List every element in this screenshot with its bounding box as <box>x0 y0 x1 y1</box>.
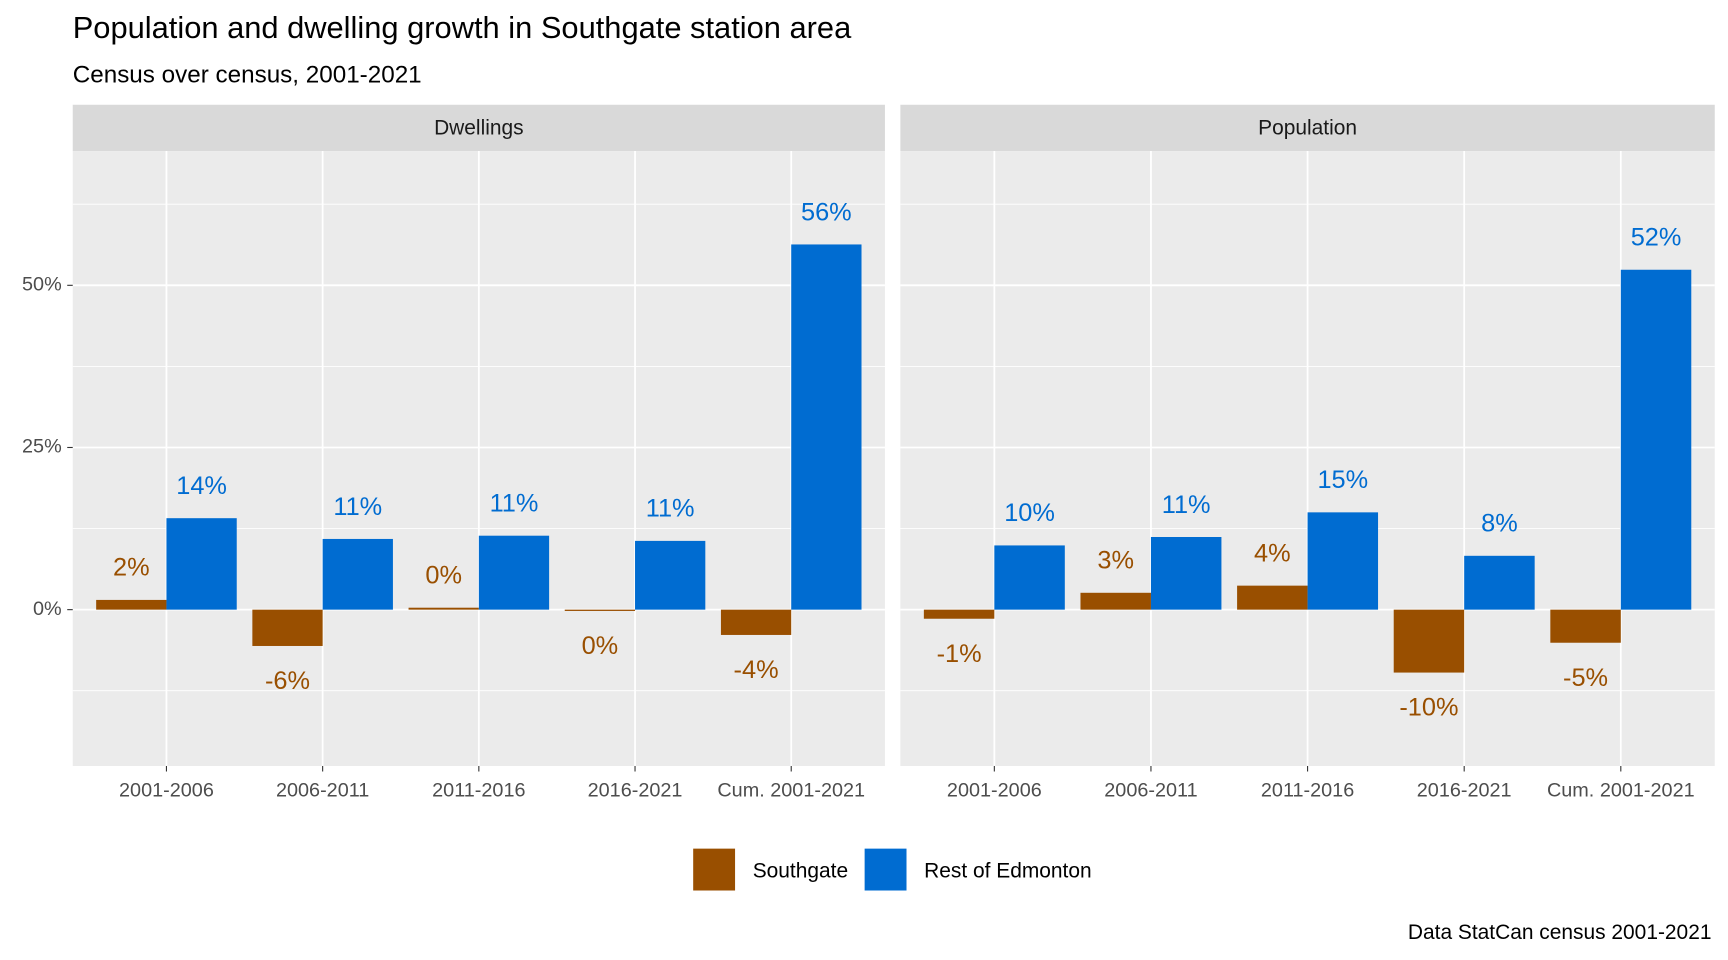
bar <box>1150 536 1222 610</box>
bar <box>1080 592 1151 610</box>
data-label: 14% <box>176 472 227 500</box>
data-label: 10% <box>1004 499 1055 527</box>
data-label: -4% <box>734 656 779 684</box>
bar <box>1464 555 1535 610</box>
data-label: -10% <box>1399 694 1458 722</box>
x-tick-label: 2006-2011 <box>276 780 369 802</box>
data-label: -5% <box>1563 664 1608 692</box>
data-label: 11% <box>490 490 539 518</box>
data-label: 52% <box>1631 224 1682 252</box>
bar <box>1620 269 1692 610</box>
chart-title: Population and dwelling growth in Southg… <box>73 10 852 45</box>
x-tick-label: 2016-2021 <box>1417 780 1512 802</box>
bar <box>635 540 706 610</box>
bar <box>408 607 479 610</box>
bar <box>166 518 237 610</box>
bar <box>720 609 792 635</box>
data-label: 2% <box>113 554 150 582</box>
bar <box>1550 609 1621 643</box>
bar <box>96 599 167 610</box>
data-label: 11% <box>1162 491 1211 519</box>
x-tick-label: 2011-2016 <box>432 780 525 802</box>
x-tick-label: 2016-2021 <box>588 780 683 802</box>
data-label: 3% <box>1097 547 1134 575</box>
data-label: 56% <box>801 198 852 226</box>
strip <box>900 104 1715 152</box>
caption: Data StatCan census 2001-2021 <box>1408 921 1712 944</box>
bar <box>252 609 323 646</box>
bar <box>1393 609 1465 673</box>
y-tick-label: 0% <box>33 598 62 620</box>
y-tick-label: 25% <box>22 436 62 458</box>
bar <box>1307 512 1379 610</box>
data-label: 11% <box>333 493 382 521</box>
facet-label: Population <box>1258 117 1357 140</box>
data-label: -6% <box>265 667 310 695</box>
legend-label: Southgate <box>753 859 848 882</box>
x-tick-label: 2006-2011 <box>1104 780 1197 802</box>
legend-label: Rest of Edmonton <box>924 859 1091 882</box>
data-label: -1% <box>937 640 982 668</box>
bar <box>478 535 550 610</box>
strip <box>72 104 885 152</box>
legend-key <box>864 848 907 891</box>
x-tick-label: 2001-2006 <box>947 780 1042 802</box>
data-label: 0% <box>425 562 462 590</box>
data-label: 0% <box>582 632 619 660</box>
bar <box>564 609 636 611</box>
x-tick-label: 2001-2006 <box>119 780 214 802</box>
bar <box>1237 585 1308 610</box>
y-tick-label: 50% <box>22 274 62 296</box>
data-label: 4% <box>1254 539 1291 567</box>
bar <box>322 538 393 610</box>
x-tick-label: Cum. 2001-2021 <box>1547 780 1695 802</box>
data-label: 15% <box>1317 466 1368 494</box>
x-tick-label: 2011-2016 <box>1261 780 1354 802</box>
chart-subtitle: Census over census, 2001-2021 <box>73 62 422 89</box>
bar <box>923 609 995 619</box>
bar <box>791 244 862 610</box>
legend-key <box>693 848 736 891</box>
data-label: 8% <box>1481 510 1518 538</box>
x-tick-label: Cum. 2001-2021 <box>717 780 865 802</box>
bar <box>994 545 1065 610</box>
data-label: 11% <box>646 495 695 523</box>
facet-label: Dwellings <box>434 117 524 140</box>
